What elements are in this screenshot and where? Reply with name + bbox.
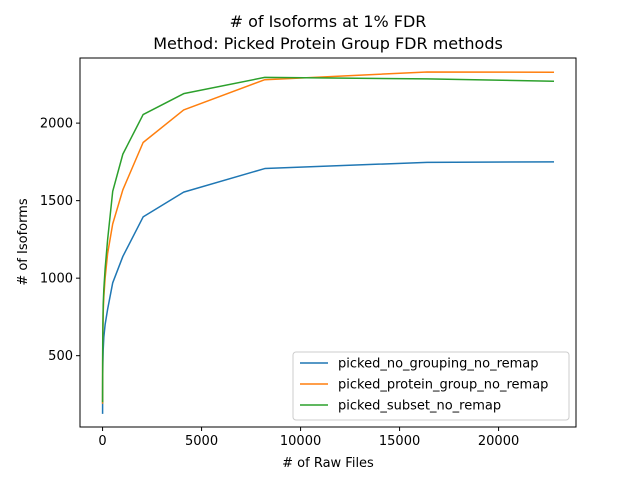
y-tick-label: 2000 [40,117,73,132]
y-axis-ticks: 500 1000 1500 2000 [40,117,80,364]
x-axis-ticks: 0 5000 10000 15000 20000 [98,427,519,449]
plot-lines [101,71,555,414]
legend-entry-1: picked_no_grouping_no_remap [338,357,539,372]
chart-subtitle: Method: Picked Protein Group FDR methods [153,34,503,53]
legend-entry-3: picked_subset_no_remap [338,399,501,414]
y-axis-label: # of Isoforms [16,198,31,286]
y-tick-label: 1000 [40,272,73,287]
plot-frame [79,57,577,428]
y-tick-label: 1500 [40,194,73,209]
x-tick-label: 0 [98,434,106,449]
x-tick-label: 10000 [280,434,321,449]
legend-box [292,351,570,421]
x-axis-label: # of Raw Files [282,456,374,471]
y-tick-label: 500 [48,349,73,364]
legend-entry-2: picked_protein_group_no_remap [338,378,548,393]
x-tick-label: 5000 [185,434,218,449]
legend: picked_no_grouping_no_remap picked_protei… [292,351,570,421]
x-tick-label: 15000 [379,434,420,449]
series-line-3 [101,76,555,403]
chart-title: # of Isoforms at 1% FDR [230,12,427,31]
x-tick-label: 20000 [478,434,519,449]
